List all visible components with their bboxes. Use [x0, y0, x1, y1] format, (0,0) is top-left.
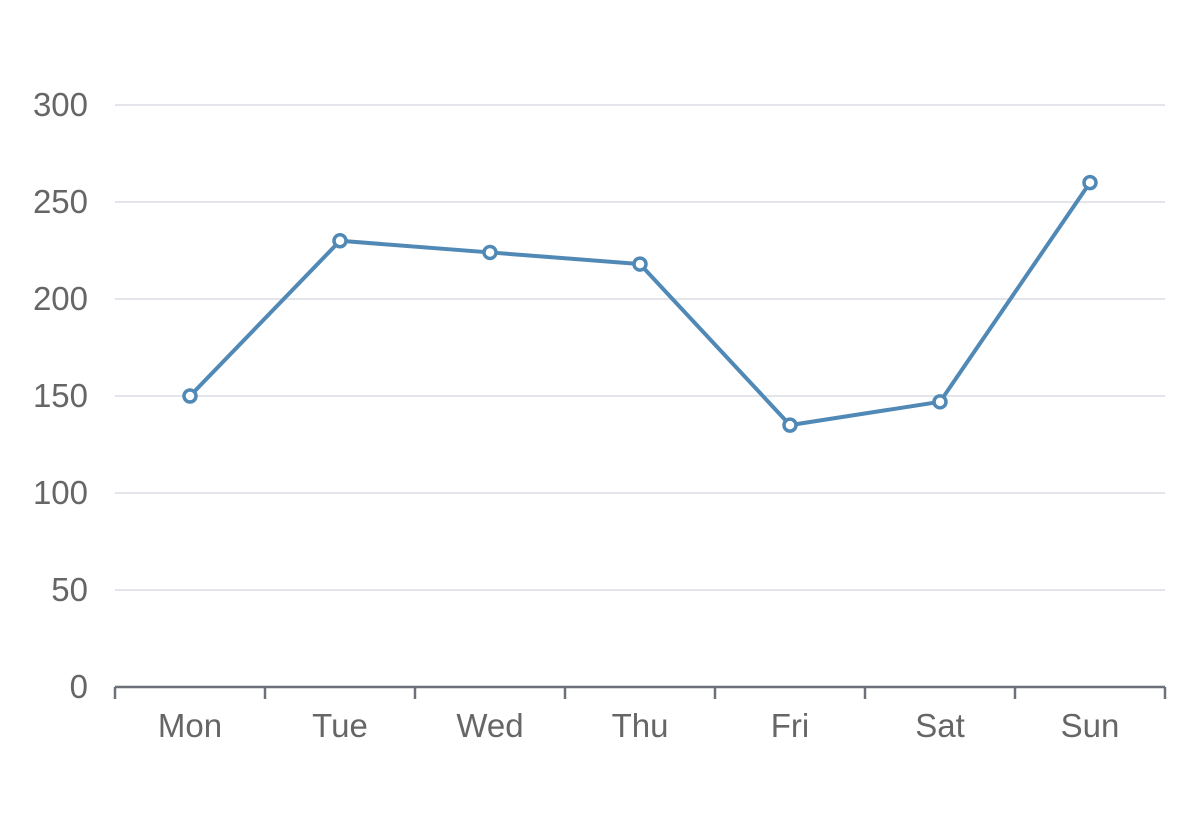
series-line-group — [188, 180, 1092, 428]
y-tick-label: 300 — [33, 86, 88, 123]
y-tick-label: 200 — [33, 280, 88, 317]
data-point-fri[interactable] — [782, 417, 798, 433]
data-point-sat[interactable] — [932, 394, 948, 410]
data-point-wed[interactable] — [482, 244, 498, 261]
data-point-sun[interactable] — [1082, 174, 1098, 191]
y-tick-label: 50 — [51, 571, 88, 608]
x-tick-label: Thu — [612, 707, 669, 744]
series-line — [188, 180, 1092, 428]
x-tick-label: Mon — [158, 707, 222, 744]
data-point-mon[interactable] — [182, 388, 198, 404]
x-tick-label: Tue — [312, 707, 368, 744]
gridlines — [115, 104, 1165, 591]
x-axis — [113, 685, 1167, 699]
y-tick-label: 100 — [33, 474, 88, 511]
x-tick-label: Sat — [915, 707, 965, 744]
data-point-thu[interactable] — [632, 256, 648, 272]
x-tick-label: Fri — [771, 707, 809, 744]
x-tick-label: Sun — [1061, 707, 1120, 744]
data-point-tue[interactable] — [332, 233, 348, 249]
y-tick-label: 0 — [70, 668, 88, 705]
y-axis-tick-labels: 0 50 100 150 200 250 300 — [33, 86, 88, 705]
y-tick-label: 250 — [33, 183, 88, 220]
x-tick-label: Wed — [456, 707, 523, 744]
x-axis-tick-labels: Mon Tue Wed Thu Fri Sat Sun — [158, 707, 1119, 744]
series-points — [182, 174, 1098, 433]
y-tick-label: 150 — [33, 377, 88, 414]
